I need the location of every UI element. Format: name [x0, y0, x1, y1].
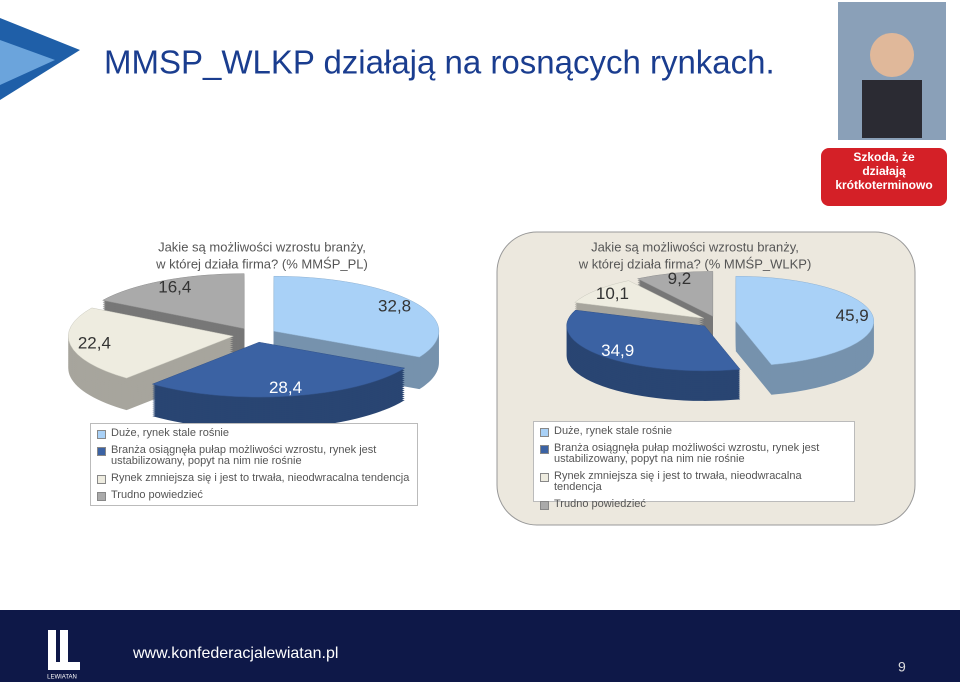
legend-swatch: [97, 475, 106, 484]
callout-text: działają: [862, 164, 906, 178]
legend-swatch: [97, 492, 106, 501]
logo-mark: [48, 662, 80, 670]
photo-body: [862, 80, 922, 138]
legend-swatch: [540, 501, 549, 510]
legend-label: Trudno powiedzieć: [554, 498, 646, 510]
legend-label: Branża osiągnęła pułap możliwości wzrost…: [111, 444, 377, 467]
footer-band: [0, 610, 960, 682]
chart-title: w której działa firma? (% MMŚP_PL): [155, 256, 368, 271]
legend-label: Trudno powiedzieć: [111, 489, 203, 501]
slide-title: MMSP_WLKP działają na rosnących rynkach.: [104, 44, 775, 81]
page-number: 9: [898, 659, 906, 675]
slice: [68, 307, 235, 379]
value-label: 10,1: [596, 284, 629, 303]
photo-face: [870, 33, 914, 77]
legend-entry: Duże, rynek stale rośnie: [540, 426, 848, 437]
value-label: 9,2: [668, 269, 692, 288]
callout-box: [821, 148, 947, 206]
slice: [566, 309, 741, 372]
value-label: 32,8: [378, 297, 411, 316]
legend-entry: Trudno powiedzieć: [97, 490, 411, 501]
chart-title: Jakie są możliwości wzrostu branży,: [591, 239, 799, 254]
legend-entry: Rynek zmniejsza się i jest to trwała, ni…: [97, 473, 411, 484]
legend-entry: Branża osiągnęła pułap możliwości wzrost…: [540, 443, 848, 465]
slice: [735, 275, 875, 365]
value-label: 34,9: [601, 341, 634, 360]
logo-mark: [60, 630, 68, 664]
legend-entry: Branża osiągnęła pułap możliwości wzrost…: [97, 445, 411, 467]
legend-entry: Trudno powiedzieć: [540, 499, 848, 510]
callout-text: Szkoda, że: [853, 150, 915, 164]
legend-swatch: [540, 428, 549, 437]
legend-label: Rynek zmniejsza się i jest to trwała, ni…: [111, 472, 410, 484]
slice: [151, 341, 406, 398]
legend: Duże, rynek stale rośnie Branża osiągnęła…: [533, 421, 855, 510]
slice: [101, 273, 245, 329]
legend-swatch: [540, 445, 549, 454]
footer-url: www.konfederacjalewiatan.pl: [132, 645, 338, 662]
corner-shape: [0, 40, 55, 85]
callout-text: krótkoterminowo: [835, 178, 932, 192]
legend-swatch: [97, 430, 106, 439]
value-label: 28,4: [269, 378, 302, 397]
value-label: 22,4: [78, 333, 111, 352]
legend-entry: Rynek zmniejsza się i jest to trwała, ni…: [540, 471, 848, 493]
slice: [574, 280, 705, 319]
legend-label: Branża osiągnęła pułap możliwości wzrost…: [554, 442, 820, 465]
slice: [273, 275, 440, 358]
chart-title: Jakie są możliwości wzrostu branży,: [158, 239, 366, 254]
value-label: 45,9: [836, 306, 869, 325]
legend-label: Rynek zmniejsza się i jest to trwała, ni…: [554, 470, 802, 493]
legend-entry: Duże, rynek stale rośnie: [97, 428, 411, 439]
legend-label: Duże, rynek stale rośnie: [111, 427, 229, 439]
logo-mark: [48, 630, 56, 670]
value-label: 16,4: [158, 277, 191, 296]
legend: Duże, rynek stale rośnie Branża osiągnęła…: [90, 423, 418, 506]
legend-label: Duże, rynek stale rośnie: [554, 425, 672, 437]
logo-text: LEWIATAN: [47, 675, 77, 681]
slice: [636, 271, 714, 317]
legend-swatch: [540, 473, 549, 482]
chart-title: w której działa firma? (% MMŚP_WLKP): [578, 256, 812, 271]
legend-swatch: [97, 447, 106, 456]
